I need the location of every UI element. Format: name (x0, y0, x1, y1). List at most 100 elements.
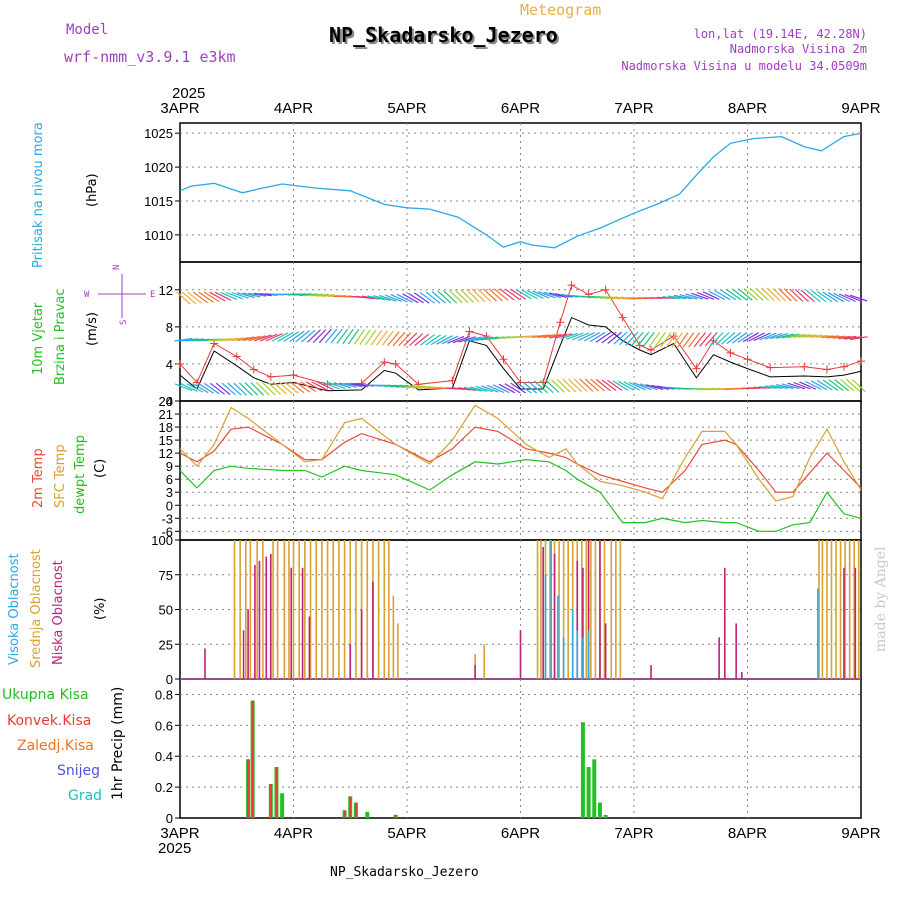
wind-direction-arrow (312, 329, 327, 343)
x-day-label-bottom: 8APR (728, 825, 767, 842)
wind-direction-arrow (595, 331, 612, 343)
wind-direction-arrow (259, 333, 278, 342)
cloud-label-high: Visoka Oblacnost (7, 553, 22, 665)
wind-direction-arrow (710, 332, 724, 346)
x-day-label-bottom: 4APR (274, 825, 313, 842)
y-tick-label: 0 (166, 394, 173, 409)
wind-direction-arrow (469, 386, 488, 392)
wind-direction-arrow (504, 383, 521, 394)
wind-direction-arrow (242, 335, 261, 342)
wind-direction-arrow (425, 334, 441, 346)
wind-gust-marker (567, 281, 576, 290)
wind-direction-arrow (412, 386, 431, 389)
wind-direction-arrow (361, 295, 380, 300)
wind-gust-marker (766, 363, 775, 372)
y-tick-label: 4 (166, 357, 173, 372)
station-title: NP_Skadarsko_Jezero (329, 23, 558, 47)
station-title-shadow: NP_Skadarsko_Jezero (331, 25, 560, 49)
wind-direction-arrow (466, 288, 480, 303)
model-name: wrf-nmm_v3.9.1 e3km (64, 48, 236, 66)
wind-direction-arrow (833, 292, 850, 303)
wind-direction-arrow (726, 289, 742, 301)
wind-direction-arrow (642, 332, 655, 347)
wind-direction-arrow (209, 382, 225, 395)
wind-direction-arrow (770, 384, 789, 389)
wind-direction-arrow (834, 379, 850, 392)
y-tick-label: 100 (151, 533, 173, 548)
wind-direction-arrow (783, 288, 798, 302)
wind-direction-arrow (180, 338, 199, 342)
wind-direction-arrow (443, 290, 458, 304)
wind-direction-arrow (339, 382, 357, 388)
wind-direction-arrow (305, 381, 323, 392)
wind-direction-arrow (737, 288, 753, 301)
wind-direction-arrow (556, 378, 571, 393)
wind-direction-arrow (336, 328, 349, 344)
wind-direction-arrow (832, 335, 851, 339)
wind-direction-arrow (402, 293, 419, 304)
precip-total-bar (603, 814, 608, 818)
wind-direction-arrow (720, 289, 737, 301)
wind-direction-arrow (209, 291, 226, 302)
wind-direction-arrow (749, 287, 764, 301)
wind-direction-arrow (651, 384, 670, 390)
wind-direction-arrow (225, 291, 244, 300)
wind-direction-arrow (737, 332, 754, 343)
wind-direction-arrow (353, 329, 365, 345)
credit: made by Angel (873, 546, 889, 652)
y-tick-label: 1010 (144, 228, 173, 243)
y-tick-label: 1025 (144, 126, 173, 141)
wind-direction-arrow (778, 287, 792, 302)
wind-direction-arrow (715, 332, 730, 346)
wind-direction-arrow (844, 336, 863, 340)
wind-direction-arrow (537, 334, 556, 339)
wind-direction-arrow (387, 331, 400, 346)
temp-dewpt-line (179, 458, 862, 532)
wind-direction-arrow (265, 333, 283, 342)
wind-direction-arrow (838, 293, 856, 303)
y-tick-label: 0 (166, 672, 173, 687)
wind-direction-arrow (322, 381, 340, 390)
y-tick-label: 0 (166, 498, 173, 513)
wind-direction-arrow (526, 290, 544, 299)
precip-unit: 1hr Precip (mm) (110, 687, 126, 800)
wind-direction-arrow (793, 381, 811, 390)
wind-direction-arrow (693, 332, 706, 348)
wind-direction-arrow (419, 292, 435, 304)
wind-direction-arrow (301, 329, 316, 343)
wind-direction-arrow (333, 382, 352, 389)
year-top: 2025 (172, 85, 205, 102)
compass-n: N (112, 265, 122, 270)
wind-direction-arrow (463, 386, 482, 392)
x-day-label-bottom: 7APR (614, 825, 653, 842)
wind-direction-arrow (242, 292, 261, 298)
wind-direction-arrow (214, 291, 232, 301)
wind-direction-arrow (677, 332, 689, 348)
precip-conv-bar (349, 796, 352, 818)
wind-direction-arrow (696, 291, 715, 300)
wind-direction-arrow (781, 333, 800, 339)
precip-conv-bar (354, 802, 357, 818)
wind-direction-arrow (776, 333, 794, 339)
wind-direction-arrow (845, 378, 861, 392)
wind-direction-arrow (373, 295, 391, 301)
wind-direction-arrow (691, 292, 709, 300)
wind-direction-arrow (395, 385, 414, 388)
y-tick-label: 50 (159, 603, 173, 618)
wind-direction-arrow (271, 332, 289, 342)
wind-direction-arrow (816, 291, 833, 303)
precip-legend-snow: Snijeg (57, 763, 100, 779)
wind-direction-arrow (283, 381, 299, 394)
y-tick-label: 0.2 (155, 780, 173, 795)
wind-direction-arrow (370, 330, 383, 346)
temp-sfc-line (179, 404, 862, 502)
y-tick-label: 0.4 (155, 749, 173, 764)
wind-direction-arrow (702, 291, 720, 300)
precip-legend-frz: Zaledj.Kisa (17, 738, 94, 754)
wind-direction-arrow (248, 335, 266, 342)
wind-direction-arrow (293, 293, 312, 296)
wind-direction-arrow (543, 291, 562, 299)
wind-direction-arrow (186, 383, 203, 393)
wind-direction-arrow (493, 288, 509, 301)
